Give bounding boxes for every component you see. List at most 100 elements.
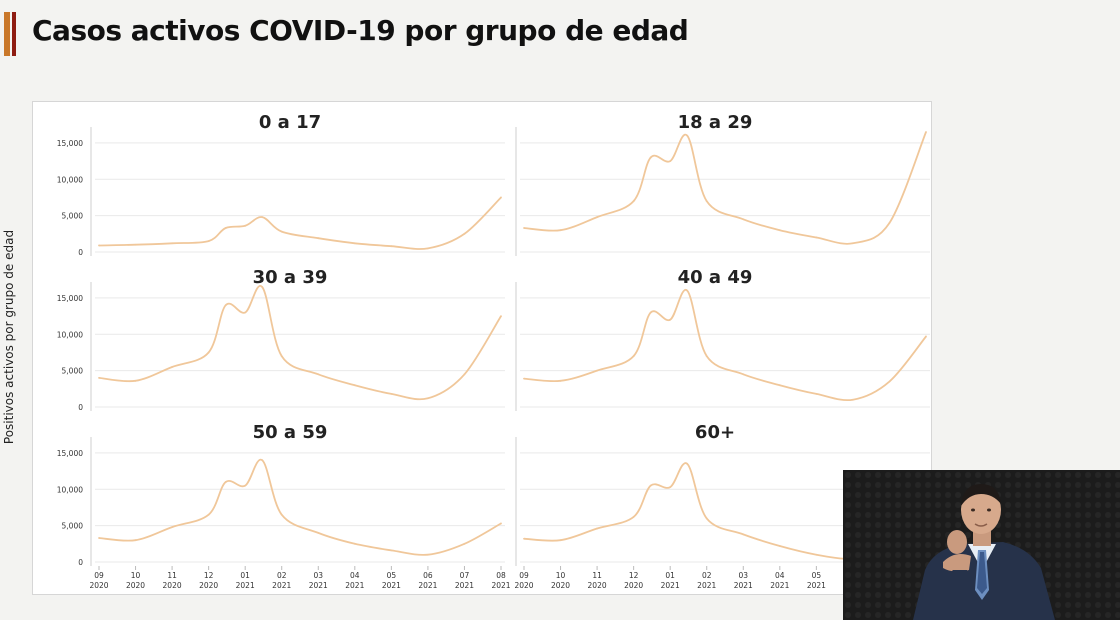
data-point-60plus-10 [815, 553, 818, 556]
data-point-50-a-59-6 [261, 459, 264, 462]
data-point-0-a-17-4 [224, 227, 227, 229]
data-point-0-a-17-3 [207, 240, 210, 242]
x-tick-month-60plus-8: 05 [812, 571, 822, 580]
y-tick-label-50-a-59-0: 0 [78, 558, 83, 567]
data-point-30-a-39-8 [317, 373, 320, 376]
data-point-30-a-39-7 [280, 355, 283, 357]
y-tick-label-30-a-39-0: 0 [78, 403, 83, 412]
data-point-0-a-17-6 [261, 216, 264, 218]
x-tick-year-60plus-8: 2021 [807, 581, 826, 590]
y-tick-label-0-a-17-2: 10,000 [57, 175, 83, 184]
data-point-50-a-59-10 [390, 549, 393, 552]
data-point-18-a-29-9 [778, 229, 781, 232]
panel-title-18-a-29: 18 a 29 [678, 112, 753, 133]
data-point-40-a-49-10 [815, 393, 818, 395]
title-accent-stripe-orange [4, 12, 10, 56]
title-accent-bar [4, 12, 18, 56]
y-tick-label-0-a-17-3: 15,000 [57, 139, 83, 148]
x-tick-month-60plus-6: 03 [738, 571, 748, 580]
y-tick-label-0-a-17-0: 0 [78, 248, 83, 257]
data-point-0-a-17-8 [317, 237, 320, 240]
data-point-60plus-5 [669, 486, 672, 488]
x-tick-month-50-a-59-8: 05 [387, 571, 397, 580]
x-tick-month-50-a-59-9: 06 [423, 571, 433, 580]
data-point-40-a-49-3 [632, 355, 635, 357]
panel-30-a-39: 0 5,000 10,000 15,000 30 a 39 [57, 267, 505, 412]
data-point-0-a-17-13 [500, 196, 502, 199]
x-tick-month-50-a-59-0: 09 [94, 571, 104, 580]
data-point-50-a-59-11 [427, 553, 429, 556]
data-point-60plus-2 [596, 527, 598, 530]
data-point-50-a-59-7 [280, 513, 283, 516]
data-point-40-a-49-11 [852, 398, 854, 401]
data-point-30-a-39-1 [134, 379, 137, 382]
data-point-18-a-29-1 [559, 229, 562, 232]
data-point-0-a-17-9 [353, 242, 356, 245]
x-tick-month-50-a-59-1: 10 [131, 571, 141, 580]
x-tick-year-50-a-59-9: 2021 [418, 581, 437, 590]
x-tick-year-50-a-59-3: 2020 [199, 581, 218, 590]
data-point-18-a-29-5 [669, 160, 672, 162]
data-point-60plus-7 [705, 517, 708, 520]
data-point-18-a-29-0 [523, 227, 525, 229]
data-point-30-a-39-4 [224, 304, 227, 307]
data-point-0-a-17-11 [427, 247, 429, 250]
x-tick-month-50-a-59-5: 02 [277, 571, 287, 580]
x-tick-year-60plus-1: 2020 [551, 581, 570, 590]
x-tick-month-60plus-4: 01 [665, 571, 675, 580]
data-point-60plus-3 [632, 516, 635, 518]
data-point-40-a-49-5 [669, 318, 672, 321]
data-point-50-a-59-5 [244, 484, 247, 487]
data-point-0-a-17-2 [171, 242, 173, 245]
panel-title-40-a-49: 40 a 49 [678, 267, 753, 288]
data-point-40-a-49-6 [686, 289, 689, 292]
x-tick-year-50-a-59-8: 2021 [382, 581, 401, 590]
data-point-0-a-17-1 [134, 243, 137, 246]
x-tick-year-50-a-59-0: 2020 [89, 581, 108, 590]
panel-40-a-49: 40 a 49 [515, 267, 930, 411]
data-point-18-a-29-4 [649, 156, 652, 159]
interpreter-video-inset [843, 470, 1120, 620]
panel-title-0-a-17: 0 a 17 [259, 112, 321, 133]
panel-title-50-a-59: 50 a 59 [253, 422, 328, 443]
data-point-18-a-29-8 [742, 218, 745, 221]
x-tick-month-50-a-59-10: 07 [460, 571, 470, 580]
data-point-50-a-59-4 [224, 481, 227, 483]
panel-0-a-17: 0 5,000 10,000 15,000 0 a 17 [57, 112, 505, 257]
data-point-40-a-49-8 [742, 373, 745, 376]
data-point-50-a-59-9 [353, 542, 356, 545]
data-point-30-a-39-9 [353, 384, 356, 387]
x-tick-year-50-a-59-1: 2020 [126, 581, 145, 590]
x-tick-month-60plus-0: 09 [519, 571, 529, 580]
x-tick-year-60plus-7: 2021 [770, 581, 789, 590]
chart-frame: Positivos activos por grupo de edad 0 5,00… [2, 101, 936, 595]
x-tick-year-50-a-59-10: 2021 [455, 581, 474, 590]
interpreter-video-image [843, 470, 1120, 620]
data-point-18-a-29-13 [925, 131, 927, 133]
data-point-18-a-29-11 [852, 242, 854, 245]
data-point-0-a-17-7 [280, 230, 283, 233]
data-point-18-a-29-2 [596, 216, 598, 218]
panel-title-60plus: 60+ [695, 422, 735, 443]
series-line-30-a-39 [98, 284, 502, 401]
y-tick-label-50-a-59-1: 5,000 [62, 522, 84, 531]
y-tick-label-0-a-17-1: 5,000 [62, 212, 84, 221]
data-point-40-a-49-2 [596, 369, 598, 372]
data-point-40-a-49-7 [705, 355, 708, 357]
data-point-30-a-39-3 [207, 351, 210, 354]
data-point-50-a-59-13 [500, 522, 502, 525]
data-point-30-a-39-0 [98, 377, 100, 379]
data-point-18-a-29-6 [686, 134, 689, 137]
x-tick-year-60plus-3: 2020 [624, 581, 643, 590]
data-point-0-a-17-0 [98, 244, 100, 247]
data-point-50-a-59-3 [207, 513, 210, 516]
y-tick-label-30-a-39-1: 5,000 [62, 367, 84, 376]
x-tick-month-60plus-1: 10 [556, 571, 566, 580]
panel-18-a-29: 18 a 29 [515, 112, 930, 256]
data-point-50-a-59-2 [171, 526, 173, 528]
data-point-30-a-39-12 [463, 373, 466, 376]
data-point-0-a-17-5 [244, 224, 247, 227]
data-point-40-a-49-12 [888, 380, 891, 383]
x-tick-month-60plus-5: 02 [702, 571, 712, 580]
x-tick-year-50-a-59-5: 2021 [272, 581, 291, 590]
